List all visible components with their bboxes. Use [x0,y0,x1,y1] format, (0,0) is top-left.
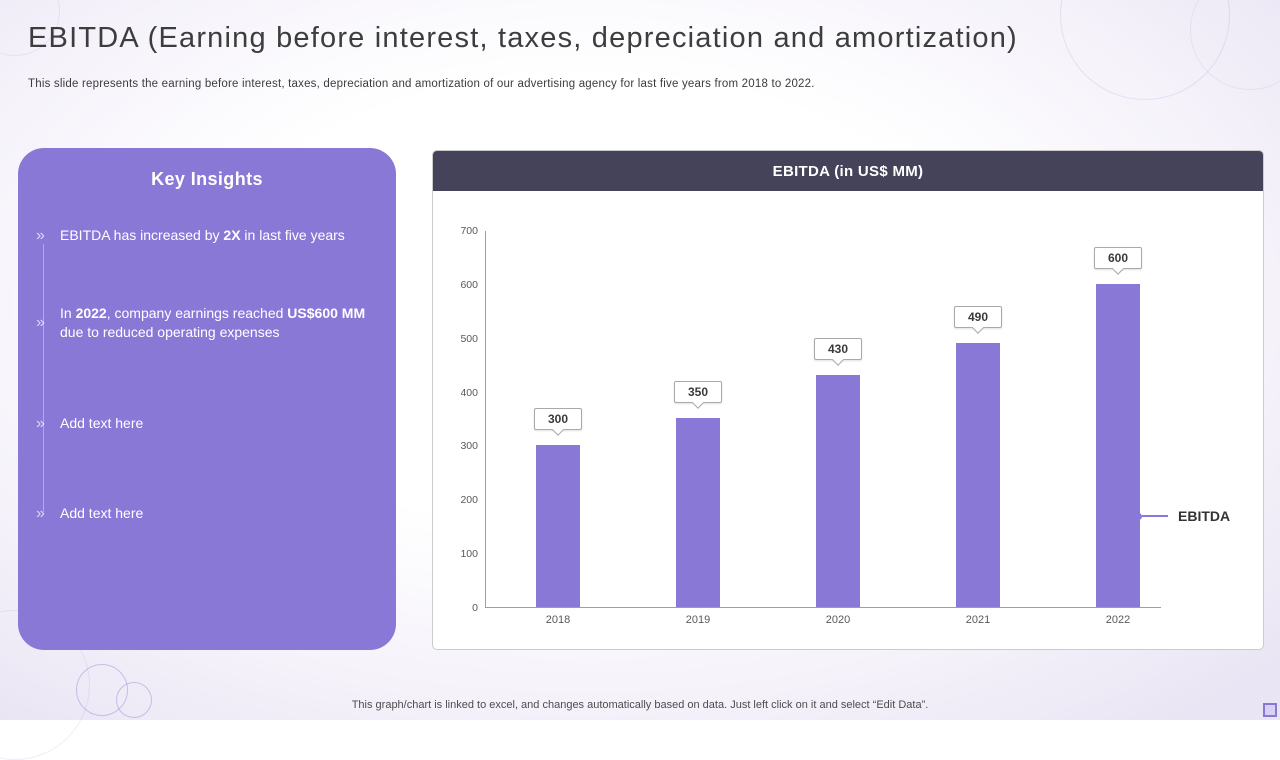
y-axis-tick-label: 0 [472,602,478,614]
slide-title: EBITDA (Earning before interest, taxes, … [28,22,1018,54]
double-chevron-icon: » [36,504,45,522]
decor-ring [1190,0,1280,90]
insight-item-placeholder[interactable]: » Add text here [36,504,370,523]
key-insights-heading: Key Insights [151,169,263,189]
y-axis-tick-label: 200 [460,494,478,507]
slide-subtitle: This slide represents the earning before… [28,78,815,90]
corner-square-decoration [1263,703,1277,717]
bar-2020[interactable] [816,375,860,607]
slide-canvas: EBITDA (Earning before interest, taxes, … [0,0,1280,720]
data-label-2020: 430 [814,338,862,360]
y-axis-tick-label: 700 [460,225,478,237]
insight-item: » EBITDA has increased by 2X in last fiv… [36,226,370,245]
bar-2022[interactable] [1096,284,1140,607]
x-axis-tick-label: 2021 [965,614,991,626]
chart-plot-area[interactable]: 0 100 200 300 400 500 600 700 300 2018 350 2019 430 2… [433,191,1263,649]
x-axis-tick-label: 2018 [545,614,571,626]
double-chevron-icon: » [36,314,45,332]
insight-item: » In 2022, company earnings reached US$6… [36,304,370,343]
insight-text: EBITDA has increased by 2X in last five … [60,227,345,243]
y-axis-tick-label: 600 [460,278,478,291]
bar-2018[interactable] [536,445,580,607]
insight-item-placeholder[interactable]: » Add text here [36,414,370,433]
y-axis-tick-label: 300 [460,440,478,453]
insight-text: In 2022, company earnings reached US$600… [60,305,366,341]
ebitda-chart[interactable]: EBITDA (in US$ MM) 0 100 200 300 400 500 600 70… [432,150,1264,650]
footer-note: This graph/chart is linked to excel, and… [351,699,929,711]
data-label-2022: 600 [1094,247,1142,269]
insight-text: Add text here [60,415,144,431]
bar-2019[interactable] [676,418,720,607]
legend-marker-line [1142,515,1168,517]
y-axis-tick-label: 100 [460,548,478,561]
decor-ring [1060,0,1230,100]
insight-text: Add text here [60,505,144,521]
data-label-2019: 350 [674,381,722,403]
bullet-connector-line [43,244,44,512]
chart-title-bar: EBITDA (in US$ MM) [433,151,1263,191]
y-axis-tick-label: 400 [460,386,478,399]
bar-2021[interactable] [956,343,1000,607]
legend-marker-dot [1135,512,1142,520]
x-axis-tick-label: 2022 [1105,614,1131,626]
x-axis-tick-label: 2020 [825,614,851,626]
y-axis-tick-label: 500 [460,332,478,345]
plot-axes: 0 100 200 300 400 500 600 700 300 2018 350 2019 430 2… [460,225,1161,626]
x-axis-tick-label: 2019 [685,614,711,626]
double-chevron-icon: » [36,226,45,244]
legend-label: EBITDA [1178,508,1231,524]
double-chevron-icon: » [36,414,45,432]
legend-ebitda: EBITDA [1135,508,1230,524]
data-label-2018: 300 [534,408,582,430]
data-label-2021: 490 [954,306,1002,328]
key-insights-panel: Key Insights » EBITDA has increased by 2… [18,148,396,650]
